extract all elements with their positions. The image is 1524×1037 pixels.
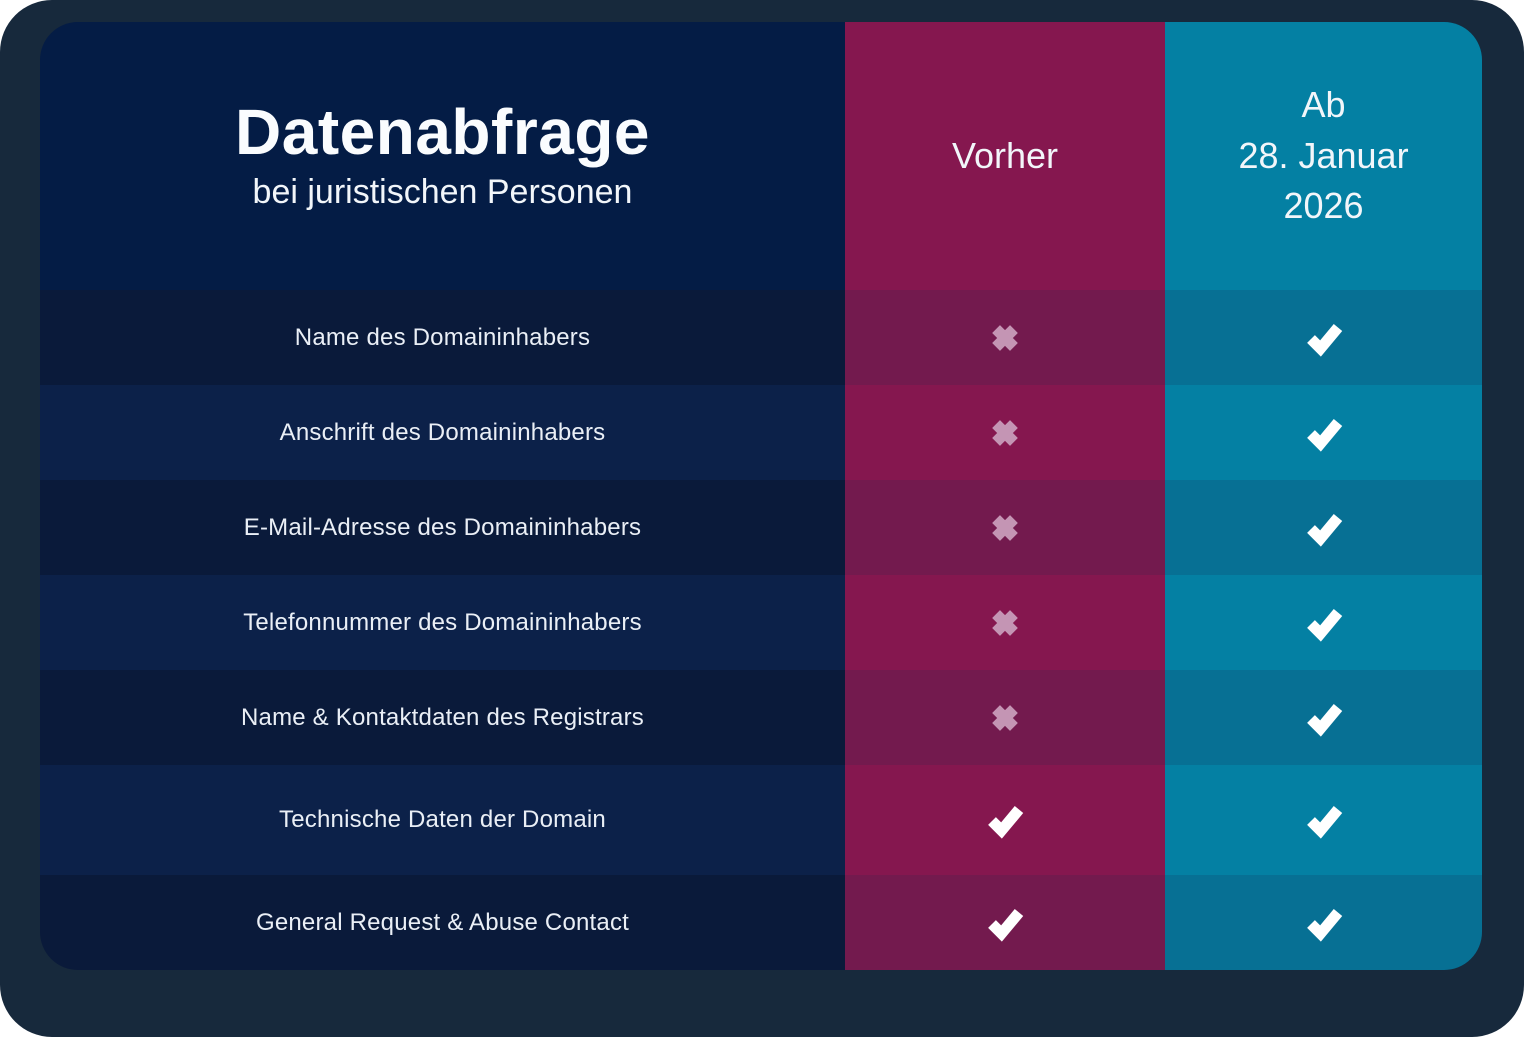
table-row-label-cell: Technische Daten der Domain <box>40 765 845 875</box>
check-icon <box>1304 413 1344 453</box>
row-label: Name & Kontaktdaten des Registrars <box>241 703 644 731</box>
check-icon <box>1304 603 1344 643</box>
vorher-cell <box>845 480 1165 575</box>
column-header-vorher: Vorher <box>845 22 1165 290</box>
cross-icon <box>988 321 1022 355</box>
check-icon <box>1304 903 1344 943</box>
ab-cell <box>1165 670 1482 765</box>
check-icon <box>1304 800 1344 840</box>
comparison-table: Datenabfrage bei juristischen Personen V… <box>40 22 1482 970</box>
vorher-cell <box>845 670 1165 765</box>
ab-cell <box>1165 575 1482 670</box>
ab-line-2: 28. Januar <box>1238 134 1409 176</box>
table-row-label-cell: General Request & Abuse Contact <box>40 875 845 970</box>
ab-line-1: Ab <box>1301 84 1346 126</box>
row-label: Telefonnummer des Domaininhabers <box>243 608 642 636</box>
ab-cell <box>1165 385 1482 480</box>
check-icon <box>985 903 1025 943</box>
row-label: Technische Daten der Domain <box>279 806 606 833</box>
check-icon <box>1304 318 1344 358</box>
page-title: Datenabfrage <box>235 96 650 169</box>
check-icon <box>1304 508 1344 548</box>
row-label: Name des Domaininhabers <box>294 323 591 351</box>
table-row-label-cell: E-Mail-Adresse des Domaininhabers <box>40 480 845 575</box>
row-label: General Request & Abuse Contact <box>255 908 630 936</box>
page-subtitle: bei juristischen Personen <box>252 173 633 212</box>
cross-icon <box>988 701 1022 735</box>
vorher-cell <box>845 765 1165 875</box>
ab-cell <box>1165 765 1482 875</box>
table-row-label-cell: Name des Domaininhabers <box>40 290 845 385</box>
cross-icon <box>988 511 1022 545</box>
cross-icon <box>988 416 1022 450</box>
row-label: Anschrift des Domaininhabers <box>279 418 606 446</box>
table-row-label-cell: Telefonnummer des Domaininhabers <box>40 575 845 670</box>
vorher-cell <box>845 290 1165 385</box>
table-header-title-cell: Datenabfrage bei juristischen Personen <box>40 22 845 290</box>
check-icon <box>985 800 1025 840</box>
check-icon <box>1304 698 1344 738</box>
ab-cell <box>1165 290 1482 385</box>
cross-icon <box>988 606 1022 640</box>
table-row-label-cell: Name & Kontaktdaten des Registrars <box>40 670 845 765</box>
row-label: E-Mail-Adresse des Domaininhabers <box>243 513 642 541</box>
table-row-label-cell: Anschrift des Domaininhabers <box>40 385 845 480</box>
column-header-ab-label: Ab 28. Januar 2026 <box>1238 80 1408 231</box>
column-header-ab: Ab 28. Januar 2026 <box>1165 22 1482 290</box>
ab-line-3: 2026 <box>1283 185 1364 227</box>
vorher-cell <box>845 575 1165 670</box>
column-header-vorher-label: Vorher <box>951 134 1059 176</box>
ab-cell <box>1165 875 1482 970</box>
title-block: Datenabfrage bei juristischen Personen <box>235 100 650 211</box>
vorher-cell <box>845 875 1165 970</box>
ab-cell <box>1165 480 1482 575</box>
vorher-cell <box>845 385 1165 480</box>
